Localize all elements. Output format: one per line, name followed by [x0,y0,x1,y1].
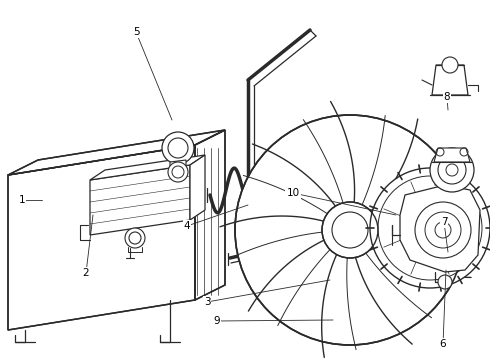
Circle shape [438,275,452,289]
Text: 8: 8 [443,92,450,102]
Text: 10: 10 [287,188,299,198]
Circle shape [162,132,194,164]
Text: 2: 2 [83,268,89,278]
Text: 6: 6 [440,339,446,349]
Circle shape [370,168,490,288]
Polygon shape [400,185,480,272]
Polygon shape [8,130,225,175]
Polygon shape [95,208,165,229]
Text: 5: 5 [133,27,139,37]
Circle shape [442,57,458,73]
Circle shape [168,162,188,182]
Circle shape [405,203,455,253]
Text: 7: 7 [441,217,447,227]
Polygon shape [8,145,195,330]
Polygon shape [434,148,470,162]
Polygon shape [170,160,186,172]
Circle shape [437,170,453,186]
Text: 1: 1 [19,195,25,205]
Polygon shape [90,165,190,235]
Text: 9: 9 [214,316,220,326]
Polygon shape [190,155,205,220]
Circle shape [125,228,145,248]
Polygon shape [432,65,468,95]
Circle shape [415,202,471,258]
Polygon shape [195,130,225,300]
Circle shape [322,202,378,258]
Text: 4: 4 [184,221,190,231]
Circle shape [430,148,474,192]
Polygon shape [90,155,205,180]
Circle shape [235,115,465,345]
Text: 3: 3 [204,297,210,307]
